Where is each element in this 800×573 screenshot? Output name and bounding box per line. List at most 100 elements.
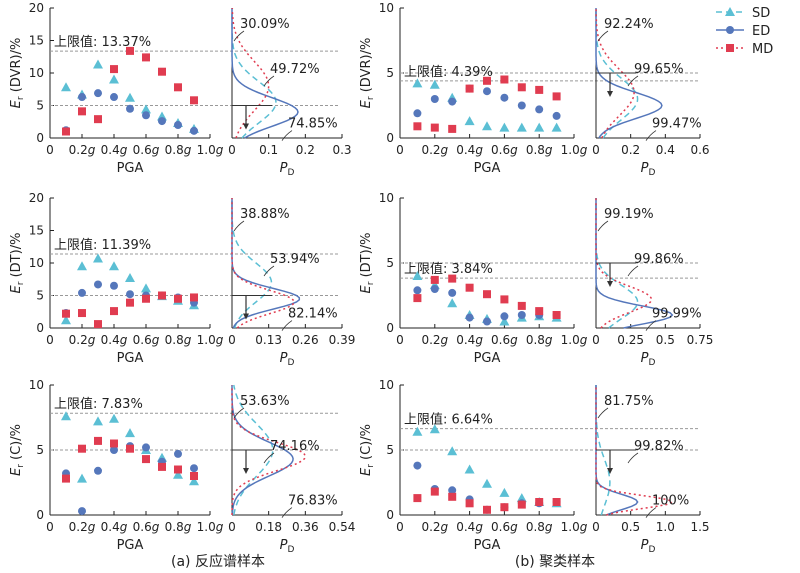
point-ed (535, 105, 544, 114)
x-tick-label: 0.2g (421, 143, 448, 157)
dist-x-label: PD (280, 161, 295, 178)
dist-x-tick-label: 0.2 (621, 143, 640, 157)
point-ed (483, 317, 491, 326)
x-axis-label: PGA (474, 351, 501, 366)
y-tick-label: 0 (386, 508, 394, 522)
dist-x-tick-label: 0.2 (296, 143, 315, 157)
chart-b1: 0 5 10 0 0.2g 0.4g 0.6g 0.8g 1.0g PGA Er (DVR)/% 上限… (359, 1, 710, 178)
point-md (142, 53, 150, 62)
point-ed (110, 446, 118, 454)
percentage-label: 53.94% (270, 252, 320, 267)
point-ed (517, 101, 526, 110)
percentage-label: 99.86% (634, 252, 684, 267)
point-sd (516, 122, 527, 132)
dist-x-tick-label: 0.18 (255, 520, 282, 534)
point-md (448, 274, 457, 283)
percentage-label: 49.72% (270, 62, 320, 77)
y-tick-label: 5 (36, 99, 44, 113)
point-md (158, 291, 166, 300)
x-tick-label: 0 (396, 520, 404, 534)
point-ed (94, 280, 102, 289)
percentage-label: 74.85% (288, 117, 338, 132)
y-tick-label: 0 (386, 321, 394, 335)
annotation-leader (263, 265, 275, 277)
point-ed (552, 111, 561, 120)
y-tick-label: 20 (29, 191, 44, 205)
y-tick-label: 10 (29, 66, 44, 80)
point-md (517, 83, 526, 92)
point-ed (142, 443, 150, 452)
point-sd (412, 271, 423, 280)
point-md (174, 465, 182, 474)
point-sd (499, 122, 510, 132)
point-ed (158, 117, 166, 126)
percentage-label: 99.19% (604, 207, 654, 222)
point-sd (516, 493, 527, 503)
point-ed (448, 97, 457, 106)
dist-x-tick-label: 0.4 (656, 143, 675, 157)
point-sd (93, 253, 103, 263)
legend-marker-ed (726, 26, 734, 34)
legend-label-ed: ED (752, 24, 770, 39)
dist-x-tick-label: 0.1 (259, 143, 278, 157)
percentage-label: 99.99% (652, 307, 702, 322)
x-tick-label: 0.2g (69, 143, 96, 157)
upper-limit-label: 上限值: 6.64% (404, 412, 493, 428)
x-tick-label: 0.4g (101, 333, 128, 347)
annotation-leader (597, 220, 609, 232)
point-md (126, 46, 134, 55)
y-tick-label: 0 (36, 131, 44, 145)
point-ed (500, 93, 509, 102)
chart-a2: 0 5 10 15 20 0 0.2g 0.4g 0.6g 0.8g 1.0g PGA Er (DT)/… (9, 191, 355, 368)
y-tick-label: 5 (386, 256, 394, 270)
chart-b3: 0 5 10 0 0.2g 0.4g 0.6g 0.8g 1.0g PGA Er (C)/% 上限值:… (359, 378, 710, 555)
point-sd (125, 92, 135, 102)
point-md (483, 76, 491, 85)
point-ed (126, 290, 134, 299)
y-tick-label: 5 (36, 289, 44, 303)
percentage-label: 76.83% (288, 494, 338, 509)
dist-x-tick-label: 0.13 (255, 333, 282, 347)
point-ed (174, 121, 182, 129)
x-tick-label: 0 (46, 520, 54, 534)
arrow-head (243, 313, 249, 320)
percentage-label: 53.63% (240, 394, 290, 409)
point-md (500, 75, 509, 84)
point-ed (78, 288, 86, 297)
dist-x-tick-label: 0.25 (617, 333, 644, 347)
chart-a1: 0 5 10 15 20 0 0.2g 0.4g 0.6g 0.8g 1.0g PGA Er (DVR)… (9, 1, 352, 178)
dist-x-tick-label: 1.0 (656, 520, 675, 534)
x-tick-label: 1.0g (561, 520, 588, 534)
point-ed (517, 311, 526, 319)
point-ed (448, 288, 457, 297)
point-md (110, 65, 118, 74)
point-md (62, 127, 70, 136)
annotation-leader (281, 320, 293, 331)
x-axis-label: PGA (117, 538, 144, 553)
x-axis-label: PGA (474, 161, 501, 176)
percentage-label: 92.24% (604, 17, 654, 32)
point-sd (551, 122, 562, 132)
annotation-leader (281, 507, 293, 518)
point-sd (429, 79, 440, 89)
y-axis-label: Er (DT)/% (359, 233, 376, 294)
dist-x-tick-label: 0.26 (292, 333, 319, 347)
y-tick-label: 0 (36, 508, 44, 522)
x-tick-label: 0.4g (456, 333, 483, 347)
point-md (174, 83, 182, 92)
point-sd (482, 478, 492, 488)
point-md (465, 499, 474, 508)
point-sd (447, 446, 458, 456)
point-md (110, 439, 118, 448)
point-md (413, 294, 422, 303)
legend-marker-md (726, 44, 734, 52)
annotation-leader (233, 220, 245, 232)
annotation-leader (263, 452, 275, 464)
caption-a: (a) 反应谱样本 (171, 553, 265, 570)
legend: SD ED MD (716, 6, 773, 57)
y-tick-label: 10 (379, 1, 394, 15)
x-tick-label: 1.0g (197, 333, 224, 347)
x-tick-label: 1.0g (197, 520, 224, 534)
point-md (448, 124, 457, 133)
point-md (430, 487, 439, 496)
